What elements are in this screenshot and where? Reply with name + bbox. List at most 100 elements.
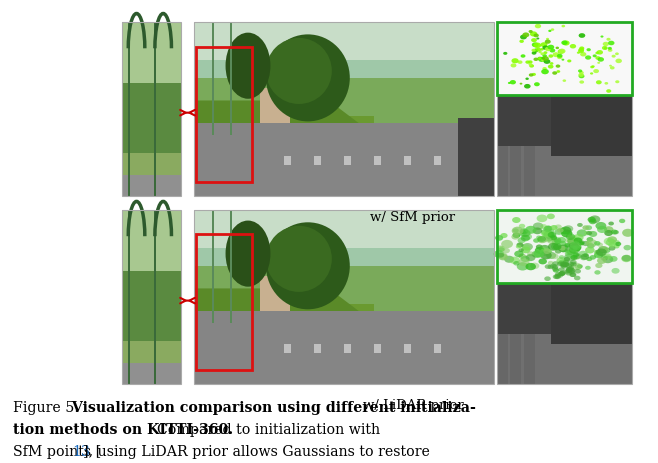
Circle shape <box>582 241 590 247</box>
Circle shape <box>571 263 582 270</box>
Circle shape <box>603 43 609 47</box>
Circle shape <box>608 50 613 53</box>
Bar <box>497 334 632 384</box>
Circle shape <box>560 263 567 268</box>
Bar <box>497 334 507 384</box>
Circle shape <box>604 231 613 237</box>
Circle shape <box>561 262 569 268</box>
Circle shape <box>549 50 555 53</box>
Circle shape <box>594 270 601 275</box>
Circle shape <box>550 236 557 241</box>
Text: w/ SfM prior: w/ SfM prior <box>370 211 455 224</box>
Circle shape <box>568 263 574 267</box>
Circle shape <box>614 245 620 249</box>
Text: tion methods on KITTI-360.: tion methods on KITTI-360. <box>13 422 234 436</box>
Circle shape <box>542 68 547 71</box>
Circle shape <box>586 240 597 248</box>
Circle shape <box>588 217 595 223</box>
Bar <box>194 23 494 79</box>
Circle shape <box>615 59 622 64</box>
Circle shape <box>557 55 563 59</box>
Circle shape <box>559 246 565 251</box>
Bar <box>497 283 632 384</box>
Circle shape <box>536 49 541 52</box>
Text: Figure 5.: Figure 5. <box>13 400 79 414</box>
Circle shape <box>511 59 519 64</box>
Circle shape <box>520 229 528 235</box>
Circle shape <box>578 74 584 78</box>
Circle shape <box>570 273 576 277</box>
Circle shape <box>520 55 526 59</box>
Circle shape <box>558 245 569 253</box>
Circle shape <box>569 246 578 252</box>
Circle shape <box>552 262 559 266</box>
Circle shape <box>552 72 557 75</box>
Circle shape <box>502 248 510 254</box>
Circle shape <box>569 235 576 240</box>
Circle shape <box>544 226 552 232</box>
Bar <box>497 23 632 96</box>
Bar <box>457 119 494 197</box>
Text: SfM points [: SfM points [ <box>13 444 101 458</box>
Circle shape <box>601 256 608 261</box>
Circle shape <box>565 250 576 258</box>
Circle shape <box>608 42 615 46</box>
Circle shape <box>574 238 582 244</box>
Circle shape <box>545 250 552 255</box>
Circle shape <box>574 269 581 274</box>
Circle shape <box>604 227 613 233</box>
Circle shape <box>497 246 505 252</box>
Circle shape <box>615 242 621 247</box>
Bar <box>260 276 290 311</box>
Circle shape <box>497 246 503 250</box>
Circle shape <box>509 257 520 264</box>
Circle shape <box>572 246 580 251</box>
Circle shape <box>597 243 603 247</box>
Circle shape <box>540 252 552 260</box>
Bar <box>434 157 441 166</box>
Circle shape <box>529 65 534 69</box>
Bar <box>497 283 632 384</box>
Circle shape <box>536 245 543 250</box>
Circle shape <box>594 70 599 74</box>
Ellipse shape <box>266 35 350 122</box>
Circle shape <box>577 265 583 269</box>
Circle shape <box>534 250 544 258</box>
Bar <box>212 211 214 324</box>
Circle shape <box>565 271 572 276</box>
Circle shape <box>520 36 527 40</box>
Circle shape <box>615 53 619 56</box>
Circle shape <box>595 222 606 230</box>
Circle shape <box>513 233 520 238</box>
Circle shape <box>604 48 607 50</box>
Circle shape <box>530 263 540 269</box>
Circle shape <box>609 66 612 68</box>
Circle shape <box>557 56 563 60</box>
Circle shape <box>569 243 579 250</box>
Circle shape <box>597 226 607 233</box>
Circle shape <box>566 269 572 274</box>
Bar <box>497 146 632 197</box>
Bar <box>497 96 632 197</box>
Circle shape <box>565 264 572 269</box>
Bar <box>403 344 411 353</box>
Circle shape <box>568 268 574 273</box>
Circle shape <box>545 48 551 52</box>
Circle shape <box>548 261 553 265</box>
Circle shape <box>531 39 537 43</box>
Circle shape <box>557 238 566 244</box>
Circle shape <box>545 237 553 242</box>
Circle shape <box>499 253 508 260</box>
Circle shape <box>573 234 584 242</box>
Bar <box>314 157 321 166</box>
Ellipse shape <box>266 39 332 105</box>
Circle shape <box>596 81 601 85</box>
Circle shape <box>596 249 607 257</box>
Circle shape <box>551 29 554 32</box>
Circle shape <box>622 255 631 262</box>
Circle shape <box>559 272 565 276</box>
Circle shape <box>550 225 557 231</box>
Circle shape <box>560 262 567 267</box>
Circle shape <box>579 81 584 85</box>
Bar <box>128 211 130 384</box>
